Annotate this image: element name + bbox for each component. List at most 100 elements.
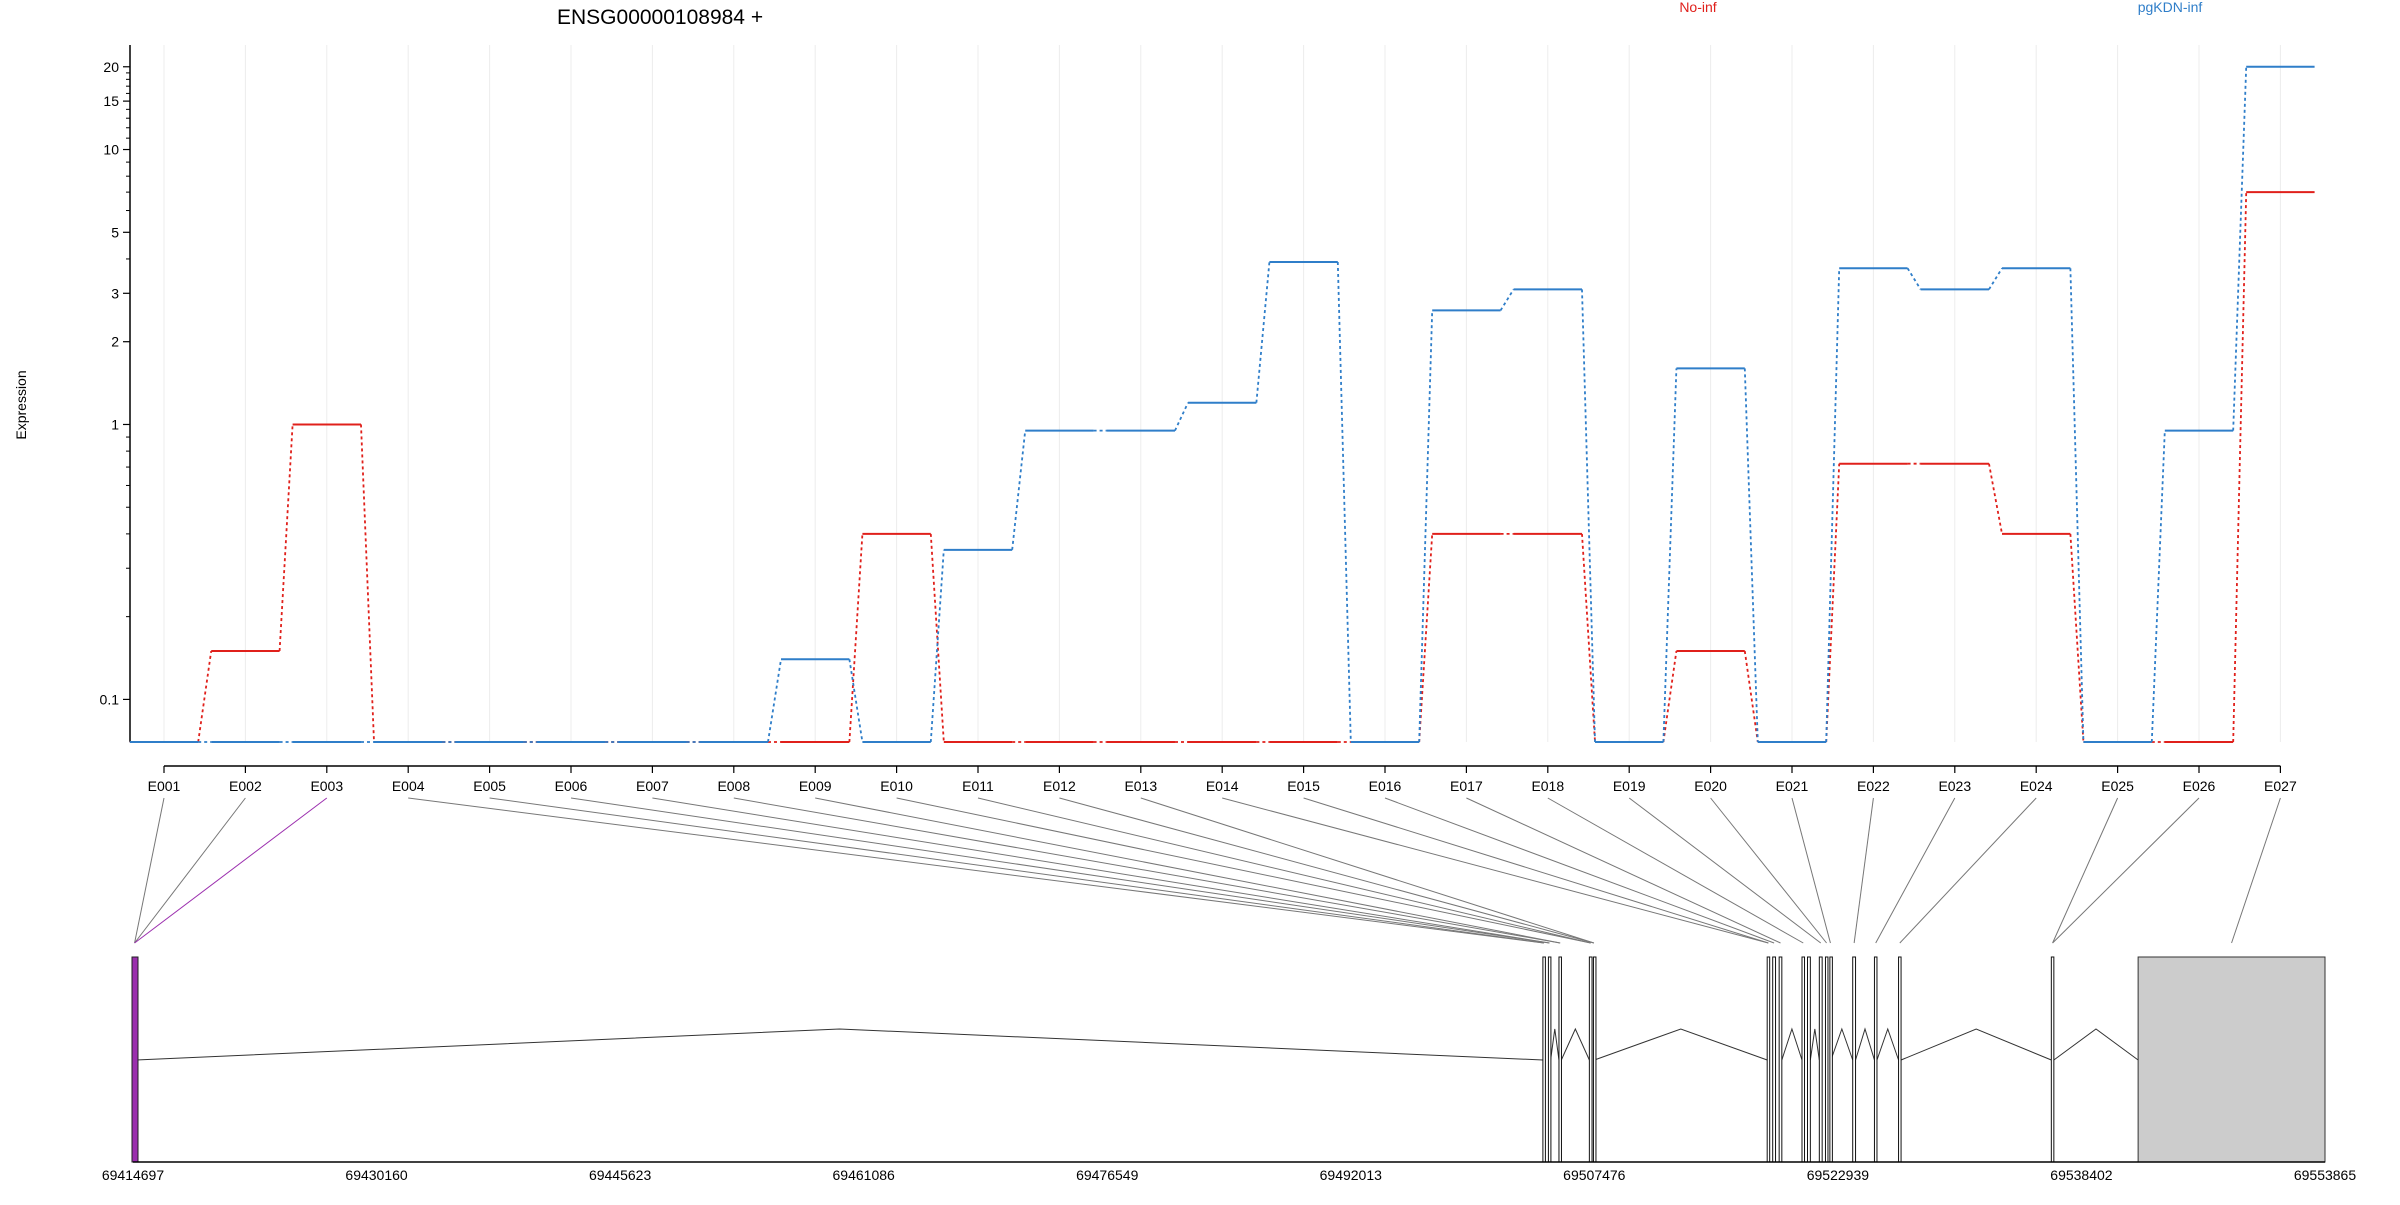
exon-box — [1852, 956, 1857, 1163]
genome-tick-label: 69538402 — [2050, 1167, 2113, 1183]
y-tick-label-10: 10 — [103, 142, 119, 158]
x-tick-label-E016: E016 — [1369, 778, 1402, 794]
genome-tick-label: 69507476 — [1563, 1167, 1626, 1183]
intron-line — [1560, 1027, 1590, 1061]
series-transition-No-inf — [1662, 650, 1678, 743]
y-tick-label-2: 2 — [111, 334, 119, 350]
x-tick-label-E013: E013 — [1124, 778, 1157, 794]
connector-line-E006 — [570, 797, 1550, 944]
x-tick-label-E005: E005 — [473, 778, 506, 794]
exon-box — [1824, 956, 1829, 1163]
exon-box — [1558, 956, 1562, 1163]
connector-line-E024 — [1899, 797, 2037, 944]
x-tick-label-E012: E012 — [1043, 778, 1076, 794]
series-transition-pgKDN-inf — [2069, 268, 2085, 743]
exon-box — [1766, 956, 1771, 1163]
x-tick-label-E024: E024 — [2020, 778, 2053, 794]
x-tick-label-E021: E021 — [1776, 778, 1809, 794]
connector-line-E026 — [2052, 797, 2200, 944]
intron-line — [1550, 1028, 1560, 1061]
series-transition-No-inf — [360, 424, 375, 743]
genome-tick-label: 69553865 — [2294, 1167, 2357, 1183]
series-transition-pgKDN-inf — [1011, 430, 1027, 550]
gene-model — [131, 956, 2326, 1163]
series-transition-pgKDN-inf — [1336, 261, 1352, 743]
intron-line — [2053, 1028, 2139, 1061]
series-transition-pgKDN-inf — [2232, 66, 2248, 431]
y-tick-label-15: 15 — [103, 93, 119, 109]
genome-tick-label: 69430160 — [345, 1167, 408, 1183]
connector-line-E021 — [1791, 797, 1831, 944]
connector-line-E007 — [652, 797, 1550, 944]
series-transition-pgKDN-inf — [767, 659, 782, 743]
x-tick-label-E007: E007 — [636, 778, 669, 794]
series-transition-pgKDN-inf — [1662, 368, 1678, 743]
series-transition-pgKDN-inf — [2150, 430, 2166, 743]
series-lines — [129, 65, 2315, 743]
x-tick-label-E010: E010 — [880, 778, 913, 794]
connector-line-E020 — [1710, 797, 1827, 944]
grid-lines — [163, 45, 2281, 742]
x-tick-label-E027: E027 — [2264, 778, 2297, 794]
connector-line-E013 — [1140, 797, 1595, 944]
series-transition-No-inf — [1825, 463, 1841, 743]
intron-line — [1900, 1028, 2052, 1061]
series-transition-pgKDN-inf — [1906, 267, 1922, 290]
connector-line-E017 — [1466, 797, 1781, 944]
exon-box — [1592, 956, 1597, 1163]
x-tick-label-E001: E001 — [148, 778, 181, 794]
series-transition-pgKDN-inf — [848, 659, 864, 743]
x-tick-label-E008: E008 — [717, 778, 750, 794]
x-tick-label-E003: E003 — [310, 778, 343, 794]
connector-line-E018 — [1547, 797, 1804, 944]
series-transition-pgKDN-inf — [1174, 402, 1189, 431]
y-tick-label-20: 20 — [103, 59, 119, 75]
series-transition-pgKDN-inf — [1255, 261, 1271, 403]
intron-line — [1876, 1027, 1900, 1061]
x-tick-label-E015: E015 — [1287, 778, 1320, 794]
connector-line-E019 — [1628, 797, 1822, 944]
series-transition-pgKDN-inf — [1825, 268, 1841, 743]
connector-line-E011 — [977, 797, 1591, 944]
connector-line-E001 — [134, 797, 165, 944]
x-tick-label-E006: E006 — [555, 778, 588, 794]
y-tick-label-1: 1 — [111, 416, 119, 432]
axes: 0.1 1 2 3 5 10 15 20 E001 E002 E003 E004 E005 E006 E00… — [100, 45, 2297, 794]
x-tick-label-E011: E011 — [962, 778, 994, 794]
genome-tick-label: 69445623 — [589, 1167, 652, 1183]
connector-line-E012 — [1059, 797, 1595, 944]
connector-line-E025 — [2052, 797, 2119, 944]
series-transition-No-inf — [848, 533, 864, 743]
genome-tick-label: 69522939 — [1807, 1167, 1870, 1183]
x-tick-label-E004: E004 — [392, 778, 425, 794]
connector-line-E005 — [489, 797, 1544, 944]
connector-line-E015 — [1303, 797, 1769, 944]
y-tick-label-3: 3 — [111, 285, 119, 301]
exon-box — [1778, 956, 1783, 1163]
intron-line — [1830, 1027, 1854, 1061]
connector-line-E014 — [1222, 797, 1769, 944]
exon-connector-lines — [134, 797, 2281, 944]
connector-line-E004 — [408, 797, 1544, 944]
exon-box — [1898, 956, 1902, 1163]
x-tick-label-E017: E017 — [1450, 778, 1483, 794]
x-tick-label-E023: E023 — [1938, 778, 1971, 794]
series-transition-No-inf — [2232, 192, 2248, 743]
series-transition-No-inf — [2069, 533, 2085, 743]
genome-tick-label: 69492013 — [1320, 1167, 1383, 1183]
intron-line — [1781, 1027, 1803, 1061]
connector-line-E027 — [2231, 797, 2281, 944]
series-transition-No-inf — [1988, 463, 2003, 535]
exon-box-highlighted — [131, 956, 139, 1163]
genome-tick-label: 69461086 — [833, 1167, 896, 1183]
exon-box — [2050, 956, 2055, 1163]
series-transition-pgKDN-inf — [1581, 289, 1596, 743]
connector-line-E016 — [1384, 797, 1775, 944]
x-tick-label-E025: E025 — [2101, 778, 2134, 794]
connector-line-E003 — [134, 797, 328, 944]
intron-line — [1594, 1028, 1768, 1061]
genome-tick-label: 69476549 — [1076, 1167, 1139, 1183]
y-axis-label: Expression — [13, 370, 29, 439]
connector-line-E008 — [733, 797, 1561, 944]
